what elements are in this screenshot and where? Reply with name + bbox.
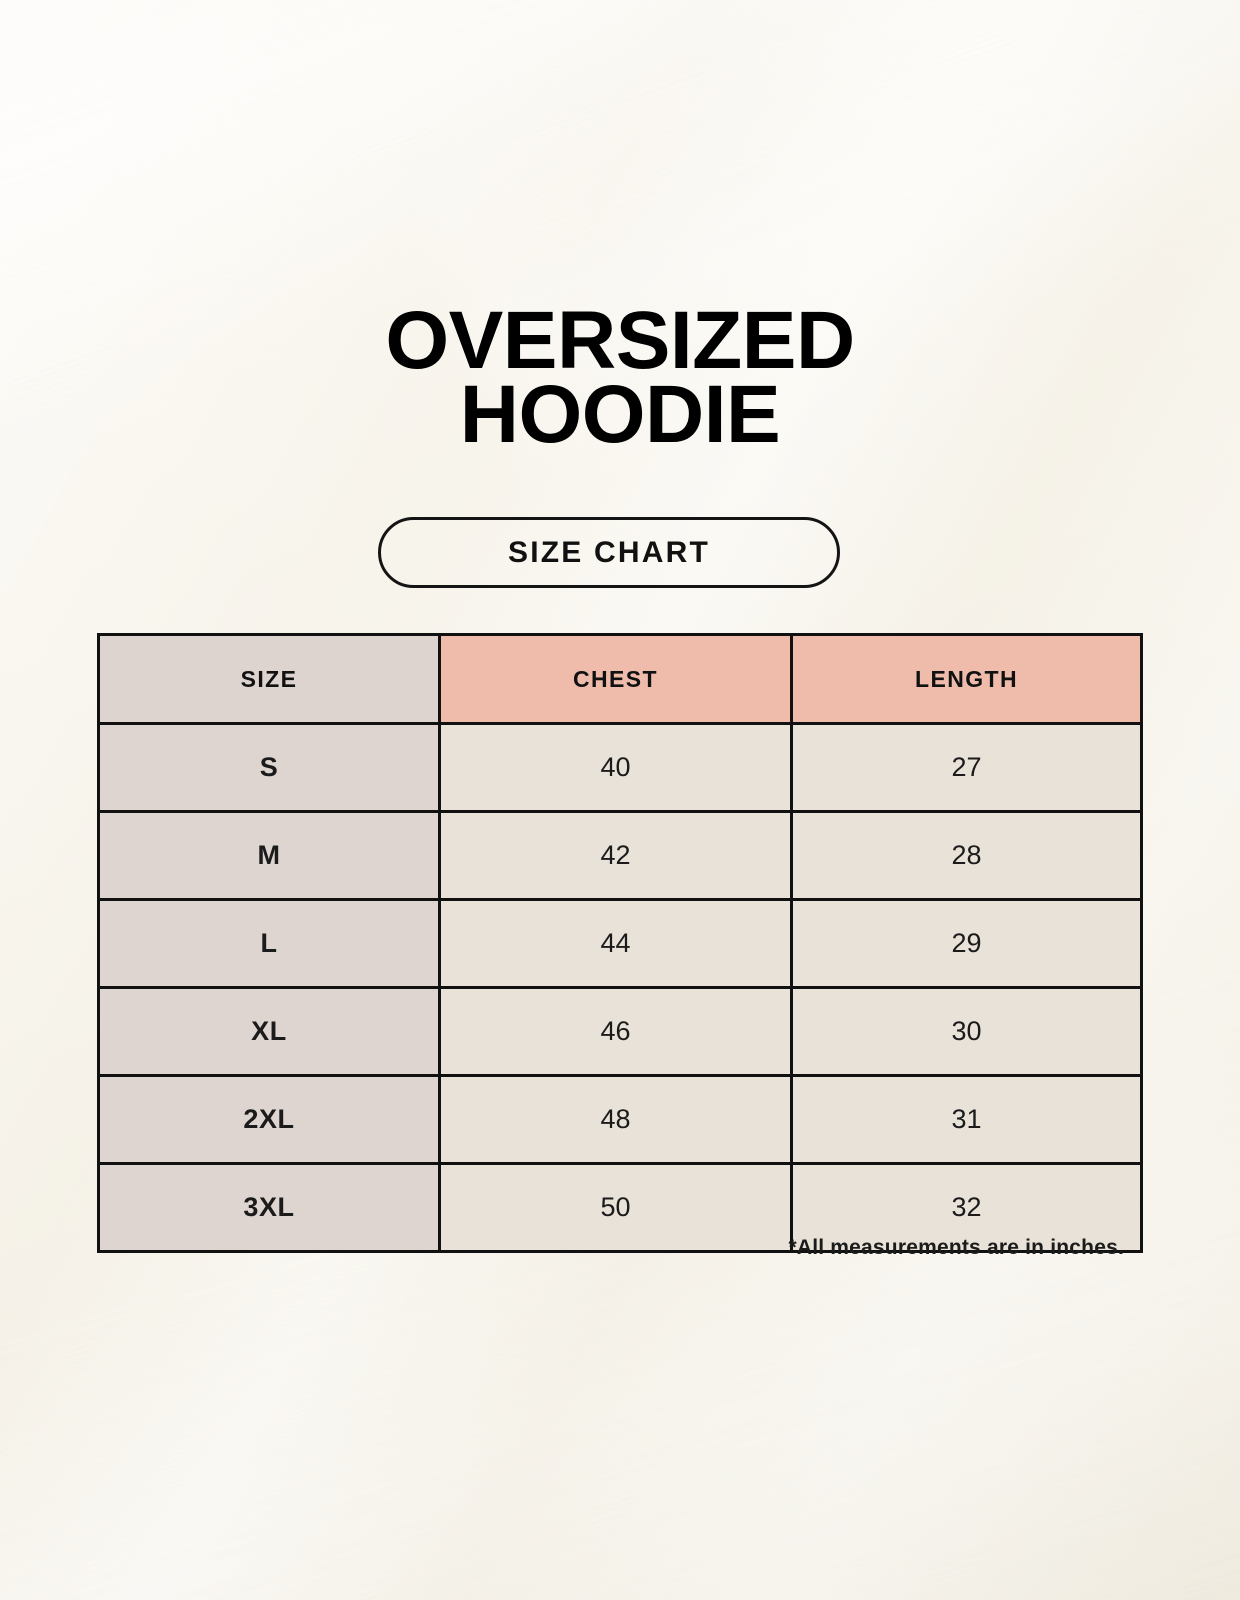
cell-size: 2XL <box>97 1074 441 1165</box>
table-row: 3XL 50 32 <box>97 1162 1143 1253</box>
size-table-container: SIZE CHEST LENGTH S 40 27 M 42 28 <box>97 633 1143 1253</box>
cell-chest: 50 <box>438 1162 793 1253</box>
size-table-body: S 40 27 M 42 28 L 44 29 XL <box>97 722 1143 1253</box>
table-row: S 40 27 <box>97 722 1143 813</box>
cell-size: XL <box>97 986 441 1077</box>
cell-size: S <box>97 722 441 813</box>
cell-chest: 42 <box>438 810 793 901</box>
cell-length: 32 <box>790 1162 1143 1253</box>
size-table: SIZE CHEST LENGTH S 40 27 M 42 28 <box>97 633 1143 1253</box>
cell-length: 31 <box>790 1074 1143 1165</box>
cell-size: M <box>97 810 441 901</box>
page-title: OVERSIZED HOODIE <box>0 295 1240 460</box>
column-header-length: LENGTH <box>790 633 1143 725</box>
cell-length: 29 <box>790 898 1143 989</box>
table-row: 2XL 48 31 <box>97 1074 1143 1165</box>
table-header-row: SIZE CHEST LENGTH <box>97 633 1143 725</box>
cell-chest: 46 <box>438 986 793 1077</box>
size-table-header: SIZE CHEST LENGTH <box>97 633 1143 725</box>
cell-length: 27 <box>790 722 1143 813</box>
cell-chest: 48 <box>438 1074 793 1165</box>
cell-size: 3XL <box>97 1162 441 1253</box>
cell-size: L <box>97 898 441 989</box>
measurement-unit-note: *All measurements are in inches. <box>788 1236 1124 1259</box>
cell-chest: 40 <box>438 722 793 813</box>
cell-length: 30 <box>790 986 1143 1077</box>
cell-chest: 44 <box>438 898 793 989</box>
page-title-line-2: HOODIE <box>459 369 781 460</box>
table-row: L 44 29 <box>97 898 1143 989</box>
column-header-size: SIZE <box>97 633 441 725</box>
table-row: M 42 28 <box>97 810 1143 901</box>
page-title-line-1: OVERSIZED <box>385 295 855 386</box>
table-row: XL 46 30 <box>97 986 1143 1077</box>
column-header-chest: CHEST <box>438 633 793 725</box>
size-chart-badge-label: SIZE CHART <box>508 535 710 569</box>
cell-length: 28 <box>790 810 1143 901</box>
size-chart-badge: SIZE CHART <box>378 517 840 588</box>
